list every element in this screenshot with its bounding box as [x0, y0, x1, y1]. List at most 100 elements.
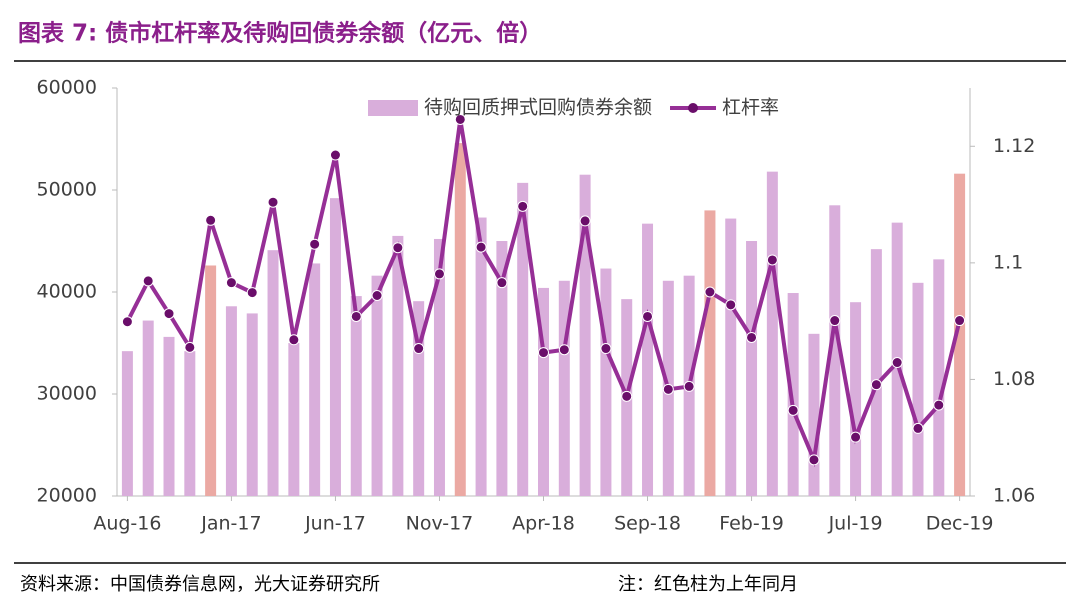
- bar: [142, 320, 154, 496]
- line-point: [642, 310, 654, 322]
- bar: [309, 263, 321, 496]
- bar: [121, 351, 133, 496]
- bar: [371, 275, 383, 496]
- bar: [392, 235, 404, 496]
- bar: [475, 217, 487, 497]
- y2-tick-label: 1.12: [993, 135, 1035, 157]
- line-point: [621, 390, 633, 402]
- line-point: [683, 380, 695, 392]
- bar: [787, 293, 799, 496]
- line-point: [475, 241, 487, 253]
- y2-tick-label: 1.08: [993, 368, 1035, 390]
- line-point: [184, 341, 196, 353]
- bar: [538, 287, 549, 496]
- bar: [725, 218, 737, 496]
- bar: [350, 296, 362, 496]
- line-point: [413, 343, 425, 355]
- line-point: [392, 242, 404, 254]
- legend-label: 杠杆率: [722, 97, 779, 119]
- x-tick-label: Sep-18: [614, 513, 681, 535]
- line-point: [288, 334, 300, 346]
- line-point: [891, 357, 903, 369]
- line-point: [142, 275, 154, 287]
- line-point: [517, 200, 529, 212]
- source: 资料来源：中国债券信息网，光大证券研究所: [20, 574, 380, 595]
- bar: [329, 198, 341, 496]
- x-tick-label: Apr-18: [512, 513, 575, 535]
- line-point: [433, 268, 445, 280]
- y-tick-label: 50000: [37, 179, 97, 201]
- line-point: [933, 399, 945, 411]
- line-point: [205, 214, 217, 226]
- legend-swatch: [688, 103, 699, 113]
- bar: [413, 301, 425, 496]
- bar: [746, 241, 758, 496]
- bar: [870, 249, 882, 496]
- bar: [704, 210, 716, 496]
- line-point: [954, 315, 966, 327]
- x-tick-label: Dec-19: [926, 513, 994, 535]
- bar: [829, 205, 841, 497]
- bar: [954, 173, 966, 496]
- bar: [433, 238, 445, 496]
- line-point: [850, 431, 862, 443]
- line-point: [662, 383, 674, 395]
- legend-swatch: [368, 100, 418, 116]
- bar: [454, 143, 466, 496]
- line-point: [454, 113, 466, 125]
- bar: [163, 336, 175, 496]
- line-point: [766, 254, 778, 266]
- line-point: [829, 315, 841, 327]
- line-point: [350, 310, 362, 322]
- bar: [184, 351, 196, 496]
- bar: [558, 280, 570, 496]
- y-tick-label: 40000: [37, 281, 97, 303]
- line-point: [704, 286, 716, 298]
- line-point: [787, 404, 799, 416]
- legend-label: 待购回质押式回购债券余额: [424, 97, 652, 119]
- note: 注：红色柱为上年同月: [618, 574, 798, 595]
- x-tick-label: Nov-17: [406, 513, 474, 535]
- bar: [496, 241, 508, 496]
- x-tick-label: Jan-17: [200, 513, 261, 535]
- line-point: [309, 238, 321, 250]
- bar: [288, 343, 300, 496]
- bar: [600, 268, 612, 496]
- bar: [808, 333, 820, 496]
- line-point: [329, 149, 341, 161]
- line-point: [246, 287, 258, 299]
- x-tick-label: Aug-16: [93, 513, 161, 535]
- line-point: [496, 277, 508, 289]
- y2-tick-label: 1.1: [993, 251, 1023, 273]
- x-tick-label: Jul-19: [828, 513, 883, 535]
- chart-title: 图表 7: 债市杠杆率及待购回债券余额（亿元、倍）: [18, 20, 542, 47]
- line-point: [600, 343, 612, 355]
- line-point: [746, 331, 758, 343]
- line-point: [121, 316, 133, 328]
- bar: [517, 182, 529, 497]
- bar: [912, 282, 924, 496]
- bar: [225, 306, 237, 496]
- bar: [850, 302, 862, 496]
- line-point: [912, 422, 924, 434]
- line-point: [163, 308, 175, 320]
- y2-tick-label: 1.06: [993, 485, 1035, 507]
- line-point: [267, 196, 279, 208]
- x-tick-label: Jun-17: [304, 513, 366, 535]
- y-tick-label: 30000: [37, 383, 97, 405]
- bar: [579, 174, 591, 496]
- bar: [642, 223, 654, 496]
- bar: [246, 313, 258, 496]
- line-point: [558, 344, 570, 356]
- x-tick-label: Feb-19: [719, 513, 784, 535]
- line-point: [371, 289, 383, 301]
- line-point: [225, 277, 237, 289]
- bar: [766, 171, 778, 496]
- line-point: [870, 379, 882, 391]
- line-point: [538, 347, 549, 359]
- line-point: [725, 299, 737, 311]
- bar: [267, 250, 279, 496]
- bar: [205, 265, 217, 496]
- line-point: [579, 215, 591, 227]
